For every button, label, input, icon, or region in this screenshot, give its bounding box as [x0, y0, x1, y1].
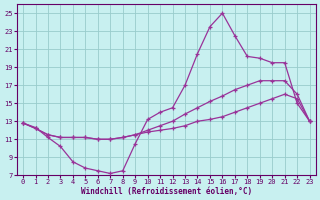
X-axis label: Windchill (Refroidissement éolien,°C): Windchill (Refroidissement éolien,°C)	[81, 187, 252, 196]
